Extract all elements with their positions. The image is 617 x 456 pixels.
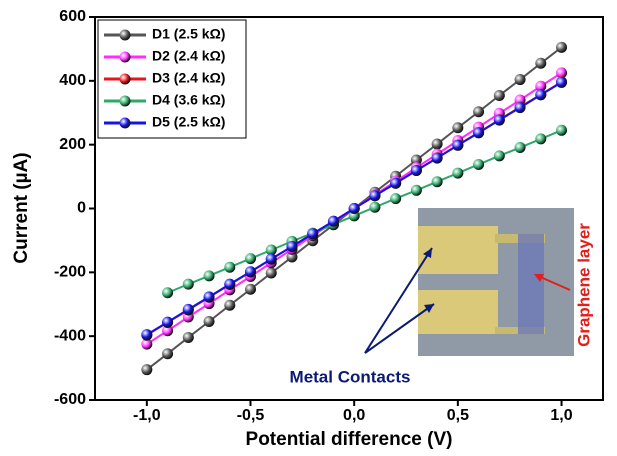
inset-photo: Metal Contacts Graphene layer bbox=[290, 208, 594, 386]
data-point bbox=[432, 139, 443, 150]
y-tick-label: -600 bbox=[54, 391, 86, 408]
data-point bbox=[224, 262, 235, 273]
annotation: Metal Contacts bbox=[290, 367, 411, 386]
data-point bbox=[452, 122, 463, 133]
y-tick-label: 0 bbox=[77, 200, 86, 217]
data-point bbox=[141, 364, 152, 375]
data-point bbox=[432, 176, 443, 187]
data-point bbox=[411, 185, 422, 196]
data-point bbox=[515, 102, 526, 113]
data-point bbox=[328, 216, 339, 227]
x-axis-title: Potential difference (V) bbox=[246, 429, 453, 450]
y-tick-label: 200 bbox=[59, 136, 86, 153]
data-point bbox=[556, 42, 567, 53]
data-point bbox=[535, 133, 546, 144]
data-point bbox=[494, 150, 505, 161]
data-point bbox=[452, 168, 463, 179]
legend-marker bbox=[120, 74, 131, 85]
data-point bbox=[266, 267, 277, 278]
data-point bbox=[286, 241, 297, 252]
data-point bbox=[535, 89, 546, 100]
x-tick-label: 0,0 bbox=[343, 407, 365, 424]
data-point bbox=[473, 127, 484, 138]
data-point bbox=[162, 317, 173, 328]
data-point bbox=[411, 165, 422, 176]
data-point bbox=[432, 153, 443, 164]
legend-marker bbox=[120, 52, 131, 63]
legend-text: D4 (3.6 kΩ) bbox=[152, 92, 225, 108]
data-point bbox=[224, 300, 235, 311]
legend-text: D2 (2.4 kΩ) bbox=[152, 48, 225, 64]
data-point bbox=[390, 193, 401, 204]
data-point bbox=[266, 253, 277, 264]
data-point bbox=[473, 159, 484, 170]
graphene bbox=[518, 234, 544, 334]
data-point bbox=[204, 291, 215, 302]
data-point bbox=[183, 304, 194, 315]
data-point bbox=[204, 316, 215, 327]
y-tick-label: -400 bbox=[54, 327, 86, 344]
data-point bbox=[369, 202, 380, 213]
contact-pad bbox=[418, 290, 498, 334]
x-tick-label: 1,0 bbox=[550, 407, 572, 424]
y-tick-label: 400 bbox=[59, 72, 86, 89]
data-point bbox=[162, 348, 173, 359]
legend-marker bbox=[120, 30, 131, 41]
data-point bbox=[245, 284, 256, 295]
data-point bbox=[245, 253, 256, 264]
data-point bbox=[390, 178, 401, 189]
legend-text: D1 (2.5 kΩ) bbox=[152, 26, 225, 42]
x-tick-label: -1,0 bbox=[133, 407, 161, 424]
data-point bbox=[494, 115, 505, 126]
data-point bbox=[494, 90, 505, 101]
data-point bbox=[224, 279, 235, 290]
page: Potential difference (V) Current (µA) -6… bbox=[0, 0, 617, 456]
data-point bbox=[204, 270, 215, 281]
data-point bbox=[307, 228, 318, 239]
data-point bbox=[535, 58, 546, 69]
data-point bbox=[183, 279, 194, 290]
data-point bbox=[349, 203, 360, 214]
data-point bbox=[556, 125, 567, 136]
y-tick-label: 600 bbox=[59, 8, 86, 25]
legend-marker bbox=[120, 118, 131, 129]
legend-marker bbox=[120, 96, 131, 107]
x-tick-label: 0,5 bbox=[447, 407, 469, 424]
data-point bbox=[183, 332, 194, 343]
annotation: Graphene layer bbox=[574, 223, 593, 347]
legend-text: D5 (2.5 kΩ) bbox=[152, 114, 225, 130]
data-point bbox=[473, 106, 484, 117]
data-point bbox=[515, 142, 526, 153]
data-point bbox=[556, 77, 567, 88]
data-point bbox=[515, 74, 526, 85]
legend-text: D3 (2.4 kΩ) bbox=[152, 70, 225, 86]
data-point bbox=[452, 140, 463, 151]
x-tick-label: -0,5 bbox=[237, 407, 265, 424]
data-point bbox=[162, 287, 173, 298]
data-point bbox=[369, 190, 380, 201]
y-tick-label: -200 bbox=[54, 264, 86, 281]
y-axis-title: Current (µA) bbox=[11, 152, 32, 263]
data-point bbox=[141, 329, 152, 340]
chart: Potential difference (V) Current (µA) -6… bbox=[0, 0, 617, 456]
data-point bbox=[245, 266, 256, 277]
